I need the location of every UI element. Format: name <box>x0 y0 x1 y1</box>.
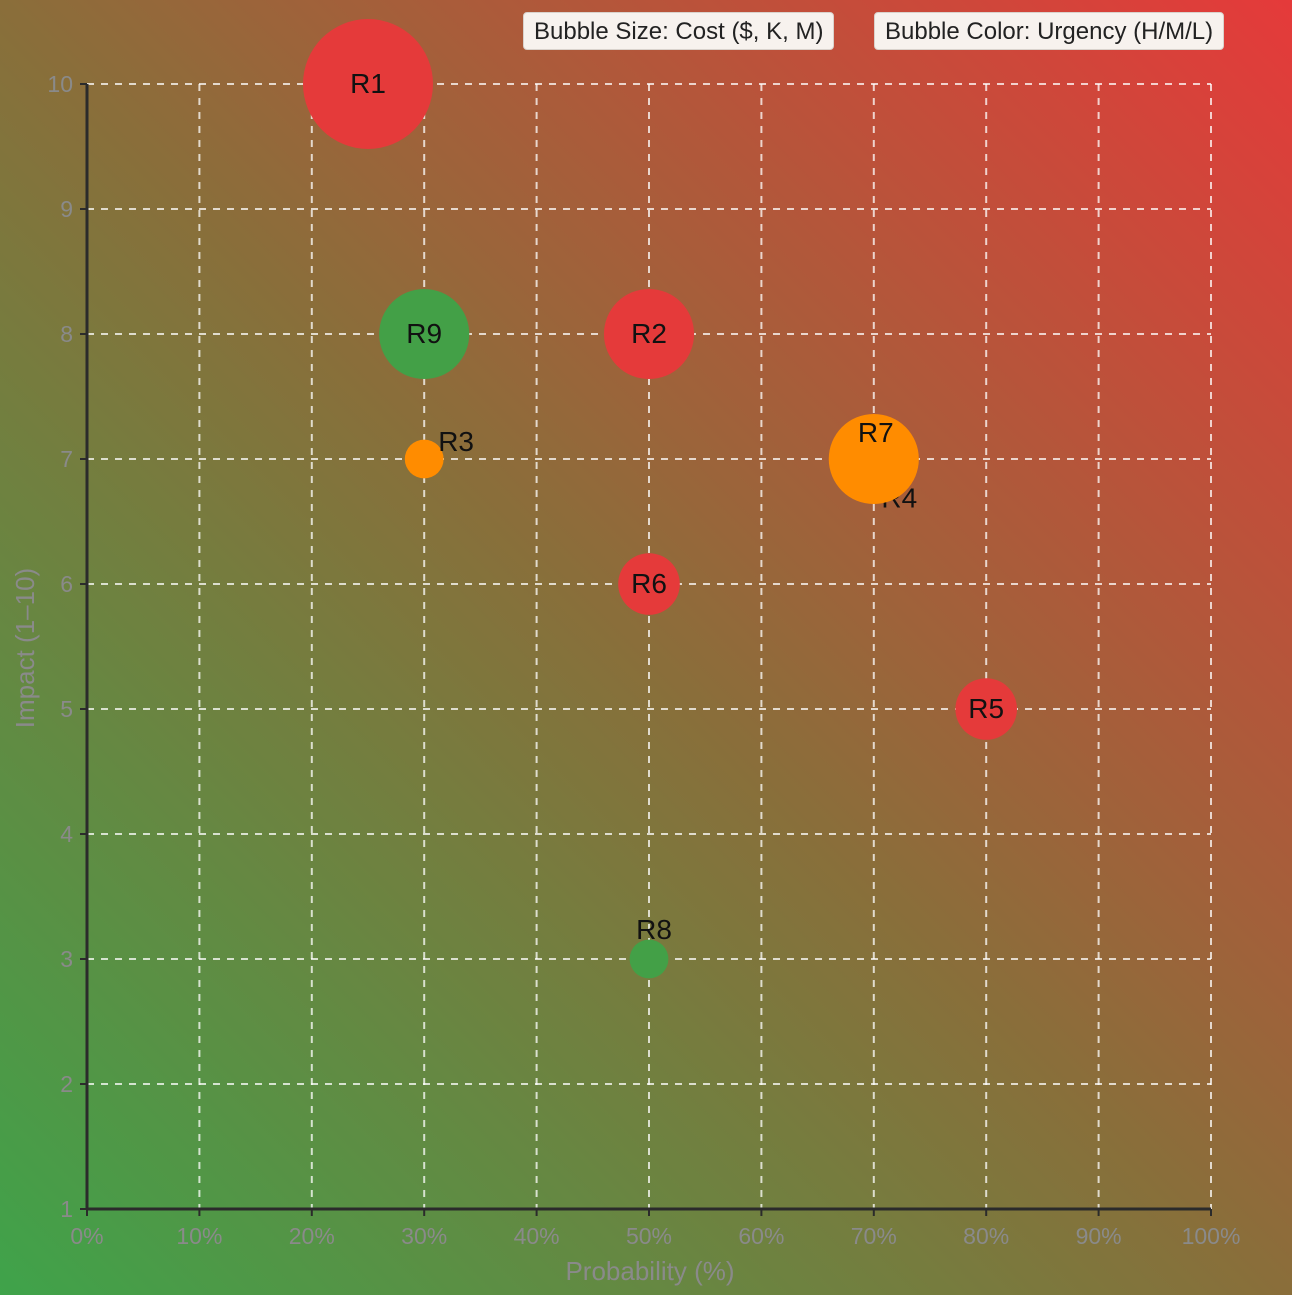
x-tick-label: 70% <box>851 1223 897 1249</box>
y-tick-label: 6 <box>60 571 73 597</box>
y-tick-label: 4 <box>60 821 73 847</box>
bubble-r5 <box>955 678 1017 740</box>
x-tick-label: 60% <box>738 1223 784 1249</box>
bubble-r8 <box>629 939 669 979</box>
y-tick-label: 8 <box>60 321 73 347</box>
bubble-label-r9: R9 <box>406 318 442 349</box>
y-tick-label: 2 <box>60 1071 73 1097</box>
x-tick-label: 90% <box>1076 1223 1122 1249</box>
x-tick-label: 0% <box>70 1223 103 1249</box>
x-tick-label: 40% <box>514 1223 560 1249</box>
bubble-label-r2: R2 <box>631 318 667 349</box>
x-tick-label: 80% <box>963 1223 1009 1249</box>
bubble-label-r1: R1 <box>350 68 386 99</box>
y-axis-title: Impact (1–10) <box>10 568 40 728</box>
bubble-r1 <box>303 19 433 149</box>
bubble-r6 <box>618 553 680 615</box>
y-tick-label: 9 <box>60 196 73 222</box>
legend-color: Bubble Color: Urgency (H/M/L) <box>874 12 1225 50</box>
y-tick-label: 1 <box>60 1196 73 1222</box>
x-axis-title: Probability (%) <box>565 1256 734 1286</box>
bubble-r3 <box>404 439 444 479</box>
x-tick-label: 20% <box>289 1223 335 1249</box>
legend-size: Bubble Size: Cost ($, K, M) <box>523 12 835 50</box>
x-tick-label: 50% <box>626 1223 672 1249</box>
y-tick-label: 7 <box>60 446 73 472</box>
bubble-label-r8: R8 <box>636 914 672 945</box>
x-tick-label: 30% <box>401 1223 447 1249</box>
bubble-r9 <box>379 288 470 380</box>
y-tick-label: 5 <box>60 696 73 722</box>
bubble-label-r7: R7 <box>858 417 894 448</box>
bubble-label-r5: R5 <box>968 693 1004 724</box>
y-tick-label: 3 <box>60 946 73 972</box>
y-tick-label: 10 <box>47 71 73 97</box>
bubble-label-r6: R6 <box>631 568 667 599</box>
bubble-label-r3: R3 <box>438 426 474 457</box>
bubble-r2 <box>603 288 695 380</box>
x-tick-label: 10% <box>176 1223 222 1249</box>
axes: 0% 10% 20% 30% 40% 50% 60% 70% 80% 90% 100% 1 2 3 4 5 6 7… <box>47 71 1240 1249</box>
bubble-r7 <box>828 413 919 505</box>
x-tick-label: 100% <box>1182 1223 1241 1249</box>
